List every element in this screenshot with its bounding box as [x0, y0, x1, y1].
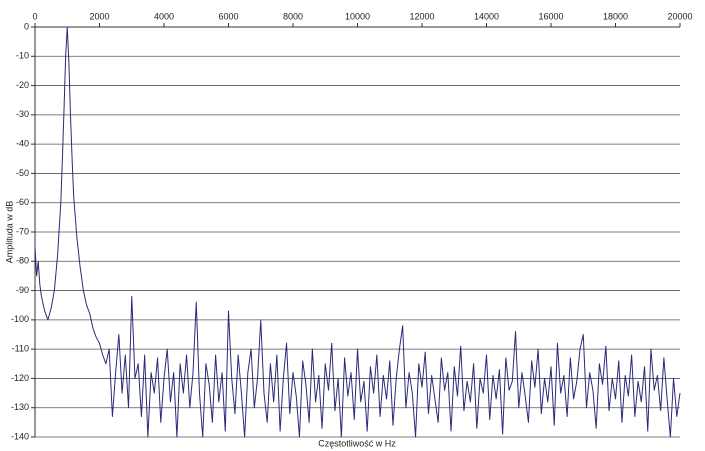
y-tick-label: -40	[16, 139, 29, 149]
y-tick-label: -140	[11, 431, 29, 441]
x-tick-label: 4000	[154, 11, 174, 21]
x-tick-label: 2000	[89, 11, 109, 21]
y-tick-label: -80	[16, 256, 29, 266]
y-tick-label: -70	[16, 226, 29, 236]
y-tick-label: -130	[11, 402, 29, 412]
x-tick-label: 14000	[474, 11, 499, 21]
y-tick-label: -100	[11, 314, 29, 324]
x-axis-label: Częstotliwość w Hz	[318, 438, 396, 448]
spectrum-line	[34, 26, 681, 438]
y-tick-label: 0	[24, 21, 29, 31]
x-tick-label: 20000	[667, 11, 692, 21]
y-tick-label: -60	[16, 197, 29, 207]
x-tick-label: 12000	[409, 11, 434, 21]
x-tick-label: 0	[32, 11, 37, 21]
y-tick-label: -10	[16, 51, 29, 61]
y-axis-label: Amplituda w dB	[4, 201, 14, 264]
x-tick-label: 16000	[538, 11, 563, 21]
y-tick-label: -30	[16, 109, 29, 119]
y-tick-label: -90	[16, 285, 29, 295]
x-tick-label: 6000	[218, 11, 238, 21]
y-tick-label: -50	[16, 168, 29, 178]
x-tick-label: 10000	[345, 11, 370, 21]
x-tick-label: 18000	[603, 11, 628, 21]
y-tick-label: -20	[16, 80, 29, 90]
y-tick-label: -120	[11, 373, 29, 383]
x-tick-label: 8000	[283, 11, 303, 21]
y-tick-label: -110	[12, 344, 29, 354]
